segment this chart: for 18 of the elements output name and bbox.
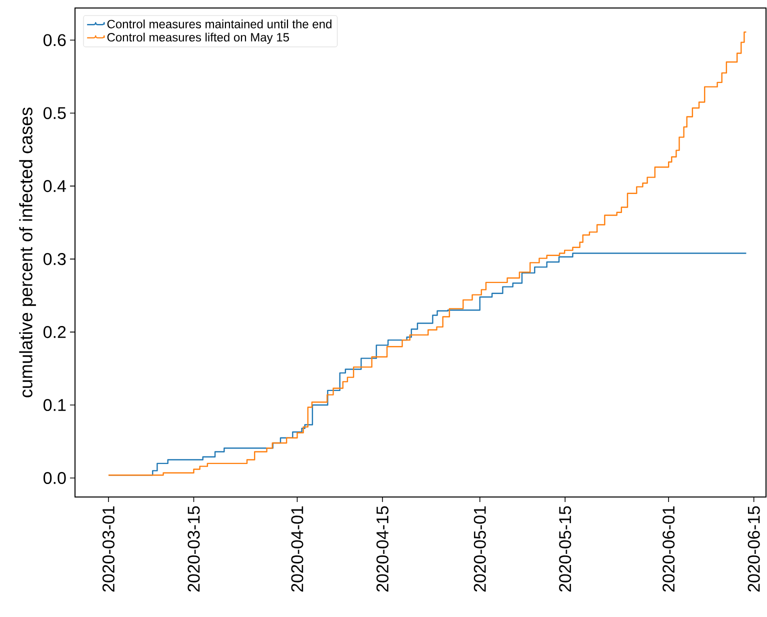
x-tick-label: 2020-06-15 <box>748 506 760 592</box>
x-tick-label: 2020-06-01 <box>662 506 675 592</box>
y-tick-label: 0.4 <box>44 180 66 192</box>
x-tick-label: 2020-03-15 <box>188 506 200 592</box>
y-axis-title: cumulative percent of infected cases <box>19 108 36 398</box>
x-tick-label: 2020-03-01 <box>102 506 115 592</box>
y-tick-label: 0.2 <box>44 326 66 338</box>
x-tick-label: 2020-05-15 <box>559 506 572 592</box>
legend-label: Control measures lifted on May 15 <box>107 32 289 44</box>
y-tick-label: 0.3 <box>44 253 66 266</box>
x-tick-label: 2020-04-15 <box>376 506 388 592</box>
x-tick-label: 2020-05-01 <box>474 506 486 592</box>
legend-label: Control measures maintained until the end <box>107 20 332 28</box>
y-tick-label: 0.0 <box>44 472 66 484</box>
y-tick-label: 0.5 <box>44 107 66 120</box>
x-tick-label: 2020-04-01 <box>291 506 304 592</box>
y-tick-label: 0.6 <box>44 34 66 46</box>
y-tick-label: 0.1 <box>44 399 66 412</box>
